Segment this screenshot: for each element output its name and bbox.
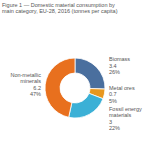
- title-line: main category, EU-28, 2016 (tonnes per c…: [2, 8, 118, 14]
- slice: [75, 58, 105, 89]
- title: Figure 1 — Domestic material consumption…: [2, 2, 118, 14]
- percentage-label: 5%: [109, 98, 117, 104]
- label-category: minerals: [20, 78, 41, 84]
- percentage-label: 26%: [109, 69, 120, 75]
- slice: [69, 93, 103, 118]
- label-category: Biomass: [109, 56, 130, 62]
- data-label: 0.7: [109, 91, 117, 97]
- data-label: 3: [109, 119, 112, 125]
- title-line: Figure 1 — Domestic material consumption…: [2, 2, 115, 8]
- label-category: Metal ores: [109, 85, 135, 91]
- labels: Biomass3.426% Metal ores0.75% Fossil energ…: [10, 56, 142, 131]
- data-label: 6.2: [33, 85, 41, 91]
- data-label: 3.4: [109, 63, 117, 69]
- slice: [45, 58, 75, 117]
- chart: Figure 1 — Domestic material consumption…: [0, 0, 150, 150]
- label-category: Non-metallic: [10, 72, 41, 78]
- label-category: materials: [109, 112, 132, 118]
- slices: [45, 58, 105, 118]
- label-category: Fossil energy: [109, 106, 142, 112]
- percentage-label: 22%: [109, 125, 120, 131]
- percentage-label: 47%: [30, 91, 41, 97]
